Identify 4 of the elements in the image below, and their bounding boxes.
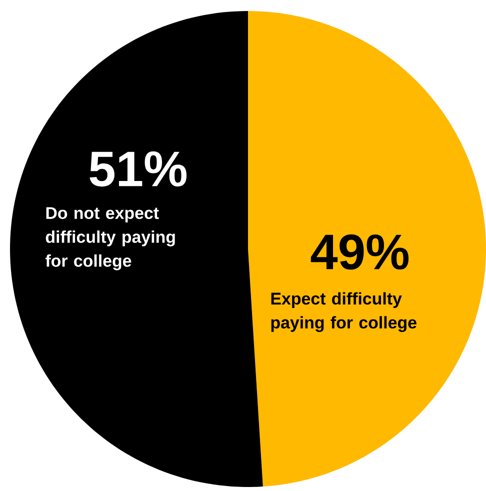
- slice-label: Expect difficulty paying for college: [271, 292, 416, 332]
- data-label: 51%: [90, 151, 187, 187]
- slice-label: Do not expect difficulty paying for college: [45, 207, 175, 270]
- data-label: 49%: [310, 234, 409, 270]
